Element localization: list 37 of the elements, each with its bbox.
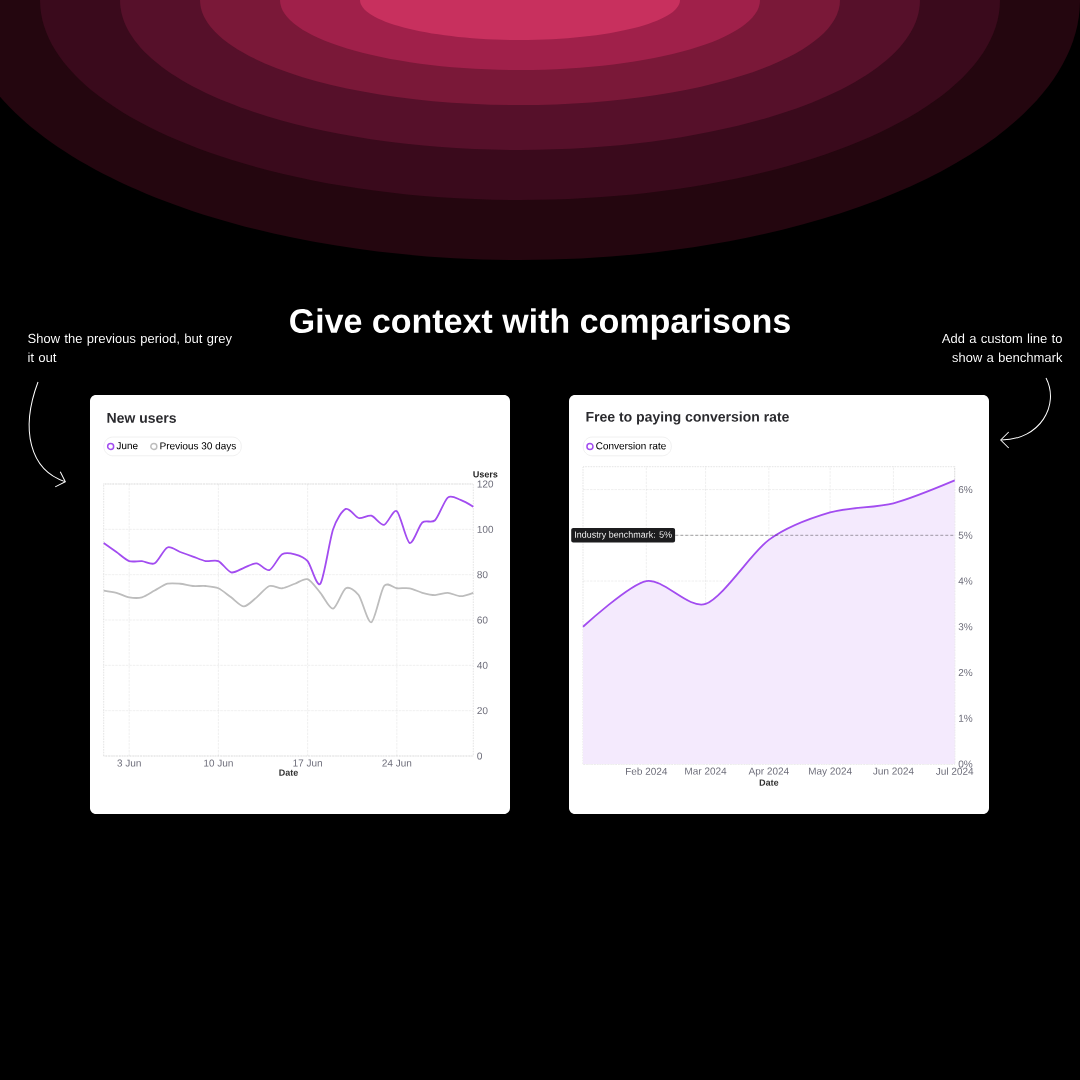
x-tick-label: May 2024 — [808, 767, 852, 777]
x-axis-title: Date — [279, 769, 298, 776]
ref-line-label: Industry benchmark: 5% — [575, 531, 672, 540]
x-axis-title: Date — [759, 779, 779, 786]
chart-title: New users — [107, 413, 176, 423]
y-tick-label: 6% — [958, 486, 973, 494]
x-tick-label: Jul 2024 — [935, 767, 974, 775]
y-tick-label: 100 — [477, 525, 494, 533]
y-tick-label: 0 — [477, 752, 483, 760]
x-tick-label: 24 Jun — [382, 759, 412, 767]
x-tick-label: Mar 2024 — [685, 767, 727, 775]
x-tick-label: 3 Jun — [117, 759, 141, 767]
chart-title: Free to paying conversion rate — [586, 411, 789, 425]
x-tick-label: Apr 2024 — [748, 767, 789, 777]
y-axis-title: Users — [473, 471, 498, 478]
y-tick-label: 1% — [959, 714, 973, 722]
y-tick-label: 60 — [477, 616, 488, 624]
line-series — [102, 495, 475, 585]
y-tick-label: 80 — [477, 571, 488, 579]
y-tick-label: 3% — [958, 623, 973, 631]
x-tick-label: 10 Jun — [204, 759, 233, 767]
y-tick-label: 0% — [958, 760, 973, 768]
legend-label: Conversion rate — [596, 442, 666, 450]
x-tick-label: Feb 2024 — [626, 767, 668, 775]
y-tick-label: 120 — [477, 480, 494, 488]
y-tick-label: 4% — [958, 577, 973, 585]
x-tick-label: 17 Jun — [293, 759, 322, 767]
legend-label: Previous 30 days — [160, 442, 236, 452]
y-tick-label: 40 — [477, 661, 488, 669]
text: Show the previous period, but grey it out — [28, 333, 232, 363]
text: Give context with comparisons — [290, 308, 790, 340]
y-tick-label: 5% — [958, 531, 973, 539]
legend-label: June — [116, 442, 138, 450]
y-tick-label: 2% — [958, 669, 973, 677]
x-tick-label: Jun 2024 — [873, 767, 914, 775]
text: Add a custom line to show a benchmark — [941, 333, 1063, 363]
y-tick-label: 20 — [477, 707, 488, 715]
